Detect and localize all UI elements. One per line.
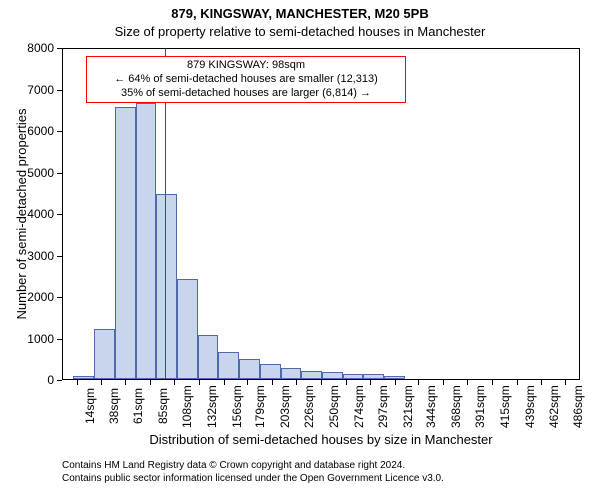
x-tick-mark xyxy=(565,380,566,385)
x-tick-label: 486sqm xyxy=(571,388,585,428)
x-tick-mark xyxy=(443,380,444,385)
y-tick-mark xyxy=(57,297,62,298)
histogram-bar xyxy=(239,359,260,379)
annotation-line: ← 64% of semi-detached houses are smalle… xyxy=(93,73,399,87)
x-tick-label: 297sqm xyxy=(376,388,390,428)
x-tick-mark xyxy=(370,380,371,385)
x-tick-label: 38sqm xyxy=(107,388,121,428)
y-tick-mark xyxy=(57,380,62,381)
attribution-line-2: Contains public sector information licen… xyxy=(62,473,444,484)
histogram-bar xyxy=(260,364,281,379)
histogram-bar xyxy=(322,372,343,379)
y-tick-label: 4000 xyxy=(14,207,54,221)
x-tick-label: 344sqm xyxy=(424,388,438,428)
x-tick-mark xyxy=(517,380,518,385)
x-tick-label: 132sqm xyxy=(205,388,219,428)
x-tick-mark xyxy=(199,380,200,385)
x-tick-mark xyxy=(395,380,396,385)
histogram-bar xyxy=(136,103,157,379)
y-tick-mark xyxy=(57,131,62,132)
x-tick-label: 462sqm xyxy=(547,388,561,428)
x-tick-label: 179sqm xyxy=(253,388,267,428)
y-tick-mark xyxy=(57,90,62,91)
x-tick-label: 226sqm xyxy=(302,388,316,428)
x-tick-mark xyxy=(492,380,493,385)
y-tick-label: 2000 xyxy=(14,290,54,304)
y-tick-label: 1000 xyxy=(14,332,54,346)
x-axis-label: Distribution of semi-detached houses by … xyxy=(62,432,580,447)
x-tick-mark xyxy=(296,380,297,385)
histogram-bar xyxy=(198,335,219,379)
x-tick-mark xyxy=(125,380,126,385)
y-tick-mark xyxy=(57,339,62,340)
x-tick-label: 85sqm xyxy=(156,388,170,428)
x-tick-label: 368sqm xyxy=(449,388,463,428)
x-tick-label: 108sqm xyxy=(180,388,194,428)
x-tick-mark xyxy=(321,380,322,385)
x-tick-label: 156sqm xyxy=(230,388,244,428)
y-tick-label: 3000 xyxy=(14,249,54,263)
x-tick-label: 391sqm xyxy=(473,388,487,428)
x-tick-label: 250sqm xyxy=(327,388,341,428)
y-tick-mark xyxy=(57,173,62,174)
histogram-bar xyxy=(73,376,94,379)
x-tick-mark xyxy=(346,380,347,385)
attribution-line-1: Contains HM Land Registry data © Crown c… xyxy=(62,460,405,471)
histogram-bar xyxy=(177,279,198,379)
histogram-bar xyxy=(363,374,384,379)
histogram-bar xyxy=(115,107,136,379)
x-tick-label: 415sqm xyxy=(498,388,512,428)
x-tick-mark xyxy=(101,380,102,385)
x-tick-mark xyxy=(541,380,542,385)
histogram-bar xyxy=(94,329,115,379)
y-tick-mark xyxy=(57,256,62,257)
y-tick-label: 0 xyxy=(14,373,54,387)
histogram-bar xyxy=(218,352,239,379)
histogram-bar xyxy=(301,371,322,379)
y-tick-label: 6000 xyxy=(14,124,54,138)
y-tick-label: 8000 xyxy=(14,41,54,55)
x-tick-mark xyxy=(174,380,175,385)
annotation-box: 879 KINGSWAY: 98sqm← 64% of semi-detache… xyxy=(86,56,406,103)
y-tick-mark xyxy=(57,214,62,215)
chart-subtitle: Size of property relative to semi-detach… xyxy=(0,24,600,39)
x-tick-mark xyxy=(272,380,273,385)
x-tick-label: 203sqm xyxy=(278,388,292,428)
histogram-bar xyxy=(281,368,302,379)
histogram-bar xyxy=(156,194,177,379)
x-tick-mark xyxy=(77,380,78,385)
x-tick-mark xyxy=(418,380,419,385)
x-tick-label: 61sqm xyxy=(131,388,145,428)
histogram-bar xyxy=(343,374,364,379)
x-tick-mark xyxy=(150,380,151,385)
x-tick-label: 14sqm xyxy=(83,388,97,428)
x-tick-label: 274sqm xyxy=(352,388,366,428)
y-tick-label: 5000 xyxy=(14,166,54,180)
annotation-line: 35% of semi-detached houses are larger (… xyxy=(93,87,399,101)
x-tick-mark xyxy=(224,380,225,385)
x-tick-label: 321sqm xyxy=(401,388,415,428)
x-tick-mark xyxy=(247,380,248,385)
annotation-line: 879 KINGSWAY: 98sqm xyxy=(93,59,399,73)
y-tick-mark xyxy=(57,48,62,49)
x-tick-label: 439sqm xyxy=(523,388,537,428)
y-tick-label: 7000 xyxy=(14,83,54,97)
histogram-bar xyxy=(384,376,405,379)
chart-title: 879, KINGSWAY, MANCHESTER, M20 5PB xyxy=(0,6,600,21)
x-tick-mark xyxy=(467,380,468,385)
